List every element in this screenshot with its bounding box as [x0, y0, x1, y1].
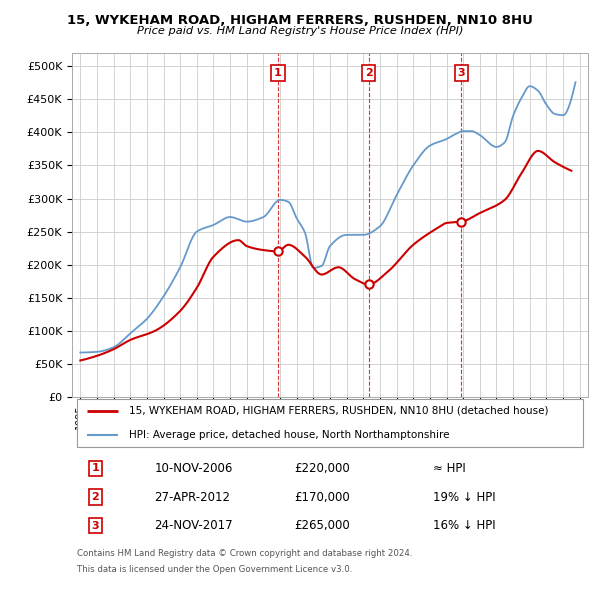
Text: 24-NOV-2017: 24-NOV-2017 — [155, 519, 233, 532]
Text: Contains HM Land Registry data © Crown copyright and database right 2024.: Contains HM Land Registry data © Crown c… — [77, 549, 413, 558]
FancyBboxPatch shape — [77, 399, 583, 447]
Text: £220,000: £220,000 — [294, 462, 350, 475]
Text: 27-APR-2012: 27-APR-2012 — [155, 490, 230, 503]
Text: Price paid vs. HM Land Registry's House Price Index (HPI): Price paid vs. HM Land Registry's House … — [137, 26, 463, 35]
Text: 2: 2 — [91, 492, 99, 502]
Text: 1: 1 — [274, 68, 282, 78]
Text: ≈ HPI: ≈ HPI — [433, 462, 466, 475]
Text: 3: 3 — [91, 521, 99, 530]
Text: 16% ↓ HPI: 16% ↓ HPI — [433, 519, 496, 532]
Text: 3: 3 — [458, 68, 466, 78]
Text: 2: 2 — [365, 68, 373, 78]
Text: £170,000: £170,000 — [294, 490, 350, 503]
Text: This data is licensed under the Open Government Licence v3.0.: This data is licensed under the Open Gov… — [77, 565, 353, 574]
Text: 15, WYKEHAM ROAD, HIGHAM FERRERS, RUSHDEN, NN10 8HU (detached house): 15, WYKEHAM ROAD, HIGHAM FERRERS, RUSHDE… — [129, 406, 548, 416]
Text: HPI: Average price, detached house, North Northamptonshire: HPI: Average price, detached house, Nort… — [129, 430, 449, 440]
Text: 1: 1 — [91, 463, 99, 473]
Text: 15, WYKEHAM ROAD, HIGHAM FERRERS, RUSHDEN, NN10 8HU: 15, WYKEHAM ROAD, HIGHAM FERRERS, RUSHDE… — [67, 14, 533, 27]
Text: 10-NOV-2006: 10-NOV-2006 — [155, 462, 233, 475]
Text: 19% ↓ HPI: 19% ↓ HPI — [433, 490, 496, 503]
Text: £265,000: £265,000 — [294, 519, 350, 532]
